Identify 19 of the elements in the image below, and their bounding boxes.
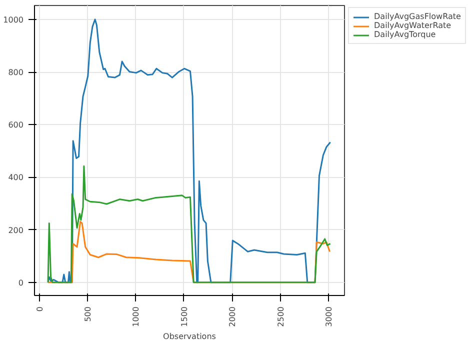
y-tick-label: 800 (8, 68, 24, 78)
x-tick-label: 2000 (228, 306, 238, 327)
x-tick-label: 1500 (180, 306, 189, 327)
x-tick-label: 500 (84, 306, 93, 322)
legend-label: DailyAvgGasFlowRate (374, 12, 461, 21)
x-axis-title: Observations (163, 332, 216, 341)
x-tick-label: 1000 (132, 306, 141, 327)
y-tick-label: 0 (18, 278, 24, 288)
y-tick-label: 200 (8, 226, 24, 235)
legend-label: DailyAvgWaterRate (374, 21, 452, 30)
x-tick-label: 2500 (276, 306, 286, 327)
x-tick-label: 3000 (324, 306, 334, 327)
y-tick-label: 400 (8, 173, 24, 182)
y-tick-label: 600 (8, 120, 24, 130)
legend-label: DailyAvgTorque (374, 30, 436, 39)
line-series (47, 165, 332, 284)
y-tick-label: 1000 (3, 15, 24, 24)
line-series (47, 18, 332, 284)
x-tick-label: 0 (35, 306, 44, 312)
